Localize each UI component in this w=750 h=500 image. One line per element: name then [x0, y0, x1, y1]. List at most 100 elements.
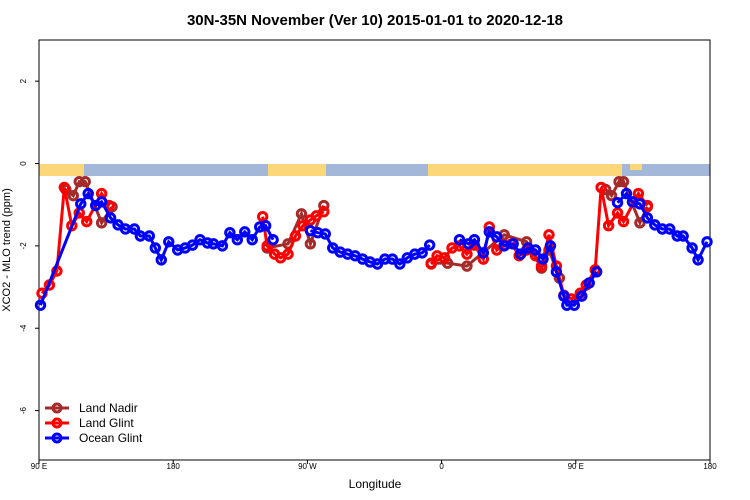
legend-marker — [51, 432, 63, 444]
data-point — [483, 226, 496, 238]
data-point — [416, 247, 428, 259]
y-tick-label: -6 — [19, 406, 28, 414]
plot-frame — [38, 39, 711, 461]
data-point — [67, 189, 79, 202]
data-point — [664, 223, 676, 235]
data-point — [529, 244, 542, 256]
data-point — [620, 187, 633, 200]
legend-marker — [51, 417, 63, 429]
data-point — [163, 236, 175, 248]
data-point — [289, 230, 302, 242]
land-ocean-band — [39, 164, 710, 176]
data-point — [671, 230, 683, 242]
data-point — [686, 242, 698, 254]
data-point — [297, 220, 309, 232]
x-tick-label: 90 E — [568, 462, 584, 471]
data-point — [371, 258, 384, 270]
data-point — [595, 181, 607, 194]
y-tick-label: 2 — [19, 78, 28, 83]
data-point — [104, 212, 117, 224]
data-point — [558, 290, 570, 302]
data-point — [543, 229, 555, 241]
data-point — [231, 234, 244, 246]
data-point — [576, 290, 588, 302]
data-point — [507, 238, 519, 250]
data-point — [75, 198, 87, 210]
data-point — [79, 175, 91, 188]
data-point — [295, 208, 308, 220]
legend-marker — [51, 402, 63, 414]
data-point — [605, 189, 618, 202]
y-tick-label: -2 — [19, 242, 28, 250]
data-point — [256, 210, 269, 223]
data-point — [438, 252, 451, 264]
data-point — [617, 215, 630, 228]
data-point — [514, 248, 527, 260]
data-point — [216, 240, 229, 252]
data-point — [634, 217, 646, 229]
y-axis-label: XCO2 - MLO trend (ppm) — [1, 188, 13, 311]
data-point — [692, 254, 704, 266]
data-point — [246, 234, 258, 246]
data-point — [304, 238, 317, 250]
data-point — [128, 223, 141, 235]
data-point — [491, 231, 503, 243]
data-point — [318, 199, 330, 212]
data-point — [701, 236, 713, 248]
data-point — [81, 215, 93, 228]
data-point — [253, 221, 266, 233]
data-point — [261, 240, 273, 252]
x-tick-label: 90 W — [298, 462, 317, 471]
data-point — [394, 258, 406, 270]
series-line — [39, 190, 709, 307]
data-point — [239, 226, 251, 238]
data-point — [461, 248, 473, 260]
data-point — [282, 248, 294, 260]
data-point — [617, 175, 630, 188]
legend-label: Land Nadir — [79, 401, 138, 415]
data-point — [423, 239, 436, 251]
land-band — [268, 164, 326, 176]
x-tick-label: 90 E — [31, 462, 47, 471]
data-point — [143, 230, 156, 242]
data-point — [267, 234, 279, 246]
y-tick-label: 0 — [19, 161, 28, 166]
data-point — [425, 258, 437, 270]
data-point — [677, 230, 689, 242]
data-point — [155, 254, 167, 266]
legend-label: Land Glint — [79, 416, 134, 430]
data-point — [634, 198, 646, 210]
data-point — [544, 240, 557, 252]
data-point — [468, 234, 481, 246]
data-point — [611, 196, 624, 209]
chart-title: 30N-35N November (Ver 10) 2015-01-01 to … — [187, 12, 563, 29]
data-point — [583, 277, 595, 289]
data-point — [641, 212, 654, 224]
data-point — [632, 187, 645, 200]
data-point — [611, 207, 624, 219]
data-point — [186, 239, 199, 251]
data-point — [537, 253, 549, 265]
data-point — [224, 227, 236, 239]
data-point — [149, 242, 162, 254]
legend-label: Ocean Glint — [79, 431, 143, 445]
x-tick-label: 180 — [167, 462, 181, 471]
land-band — [39, 164, 84, 176]
data-point — [319, 228, 331, 240]
x-tick-label: 180 — [703, 462, 717, 471]
data-point — [590, 266, 603, 278]
data-point — [95, 217, 108, 229]
data-point — [550, 266, 563, 278]
data-point — [259, 220, 272, 232]
x-axis-label: Longitude — [349, 477, 402, 491]
data-point — [318, 206, 330, 218]
data-point — [82, 187, 94, 200]
x-tick-label: 0 — [439, 462, 444, 471]
data-point — [73, 175, 85, 188]
data-point — [386, 253, 399, 265]
data-point — [461, 260, 473, 272]
data-point — [58, 181, 71, 194]
land-band — [630, 164, 642, 170]
data-point — [34, 299, 47, 311]
